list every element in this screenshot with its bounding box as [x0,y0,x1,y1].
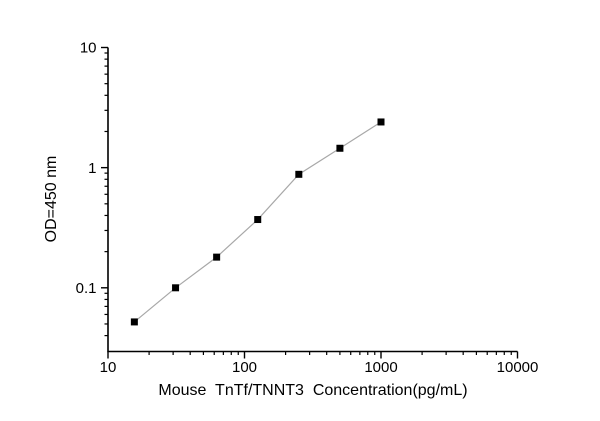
y-tick-label: 10 [80,40,97,57]
data-point-marker [130,318,138,326]
x-tick-label: 10 [100,359,117,376]
x-tick-label: 10000 [497,359,539,376]
data-point-marker [213,253,221,261]
data-point-marker [254,216,262,224]
data-point-marker [295,170,303,178]
x-axis-title: Mouse TnTf/TNNT3 Concentration(pg/mL) [158,382,468,399]
x-tick-label: 1000 [364,359,397,376]
data-point-marker [172,284,180,292]
x-tick-label: 100 [232,359,257,376]
data-point-marker [336,144,344,152]
y-tick-label: 0.1 [76,280,97,297]
data-point-marker [377,118,385,126]
axes-lines [107,47,518,353]
y-tick-label: 1 [88,160,96,177]
y-axis-title: OD=450 nm [43,155,60,243]
